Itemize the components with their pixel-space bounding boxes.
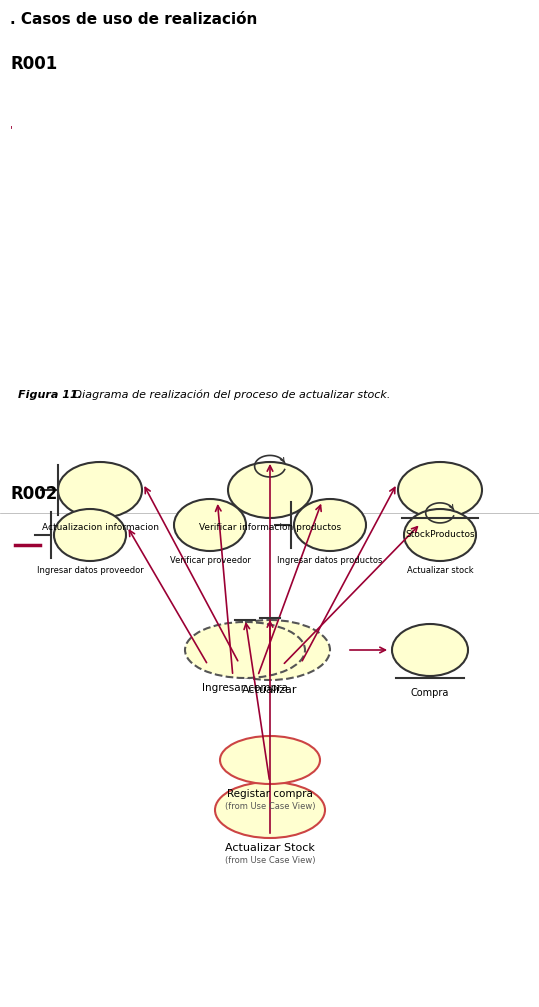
Ellipse shape	[215, 782, 325, 838]
Text: Ingresar datos proveedor: Ingresar datos proveedor	[37, 566, 143, 575]
Ellipse shape	[220, 736, 320, 784]
Ellipse shape	[58, 462, 142, 518]
Text: Ingresar compra: Ingresar compra	[202, 683, 288, 693]
Ellipse shape	[404, 509, 476, 561]
Text: Compra: Compra	[411, 688, 449, 698]
Text: (from Use Case View): (from Use Case View)	[225, 856, 315, 865]
Text: (from Use Case View): (from Use Case View)	[225, 802, 315, 811]
Text: Actualizacion informacion: Actualizacion informacion	[42, 523, 158, 532]
Text: R001: R001	[10, 55, 57, 73]
Text: Diagrama de realización del proceso de actualizar stock.: Diagrama de realización del proceso de a…	[70, 390, 390, 401]
Text: ': '	[10, 125, 13, 135]
Ellipse shape	[294, 499, 366, 551]
Text: Actualizar Stock: Actualizar Stock	[225, 843, 315, 853]
Ellipse shape	[392, 624, 468, 676]
Text: R002: R002	[10, 485, 57, 504]
Text: Verificar proveedor: Verificar proveedor	[170, 556, 251, 565]
Ellipse shape	[398, 462, 482, 518]
Text: Figura 11.: Figura 11.	[18, 390, 82, 400]
Text: StockProductos: StockProductos	[405, 530, 475, 539]
Text: Actualizar stock: Actualizar stock	[407, 566, 473, 575]
Ellipse shape	[54, 509, 126, 561]
Ellipse shape	[174, 499, 246, 551]
Text: Ingresar datos productos: Ingresar datos productos	[277, 556, 383, 565]
Ellipse shape	[210, 620, 330, 680]
Ellipse shape	[185, 622, 305, 678]
Ellipse shape	[228, 462, 312, 518]
Text: Actualizar: Actualizar	[242, 685, 298, 695]
Text: Registar compra: Registar compra	[227, 789, 313, 799]
Text: Verificar informacion productos: Verificar informacion productos	[199, 523, 341, 532]
Text: . Casos de uso de realización: . Casos de uso de realización	[10, 12, 258, 27]
